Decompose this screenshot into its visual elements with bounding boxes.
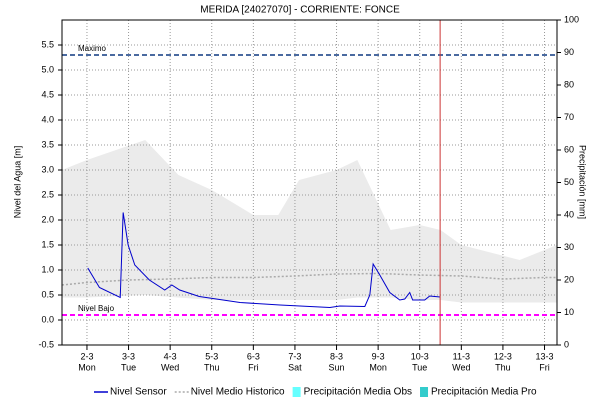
x-tick-label: 4-3 bbox=[164, 351, 177, 361]
legend-label: Precipitación Media Pro bbox=[431, 387, 537, 398]
y2-tick-label: 30 bbox=[564, 242, 574, 252]
y-tick-label: 4.5 bbox=[41, 89, 54, 99]
y2-tick-label: 40 bbox=[564, 209, 574, 219]
x-tick-label: 11-3 bbox=[453, 351, 470, 361]
y-tick-label: 1.0 bbox=[41, 264, 54, 274]
y-tick-label: 3.5 bbox=[41, 139, 54, 149]
plot-frame bbox=[61, 19, 558, 346]
x-tick-label: 12-3 bbox=[494, 351, 512, 361]
line-series bbox=[61, 272, 557, 286]
y2-tick-label: 100 bbox=[564, 14, 579, 24]
y-tick-label: 2.5 bbox=[41, 189, 54, 199]
y-tick-label: 0.5 bbox=[41, 289, 54, 299]
line-series bbox=[87, 212, 441, 309]
x-tick-weekday: Tue bbox=[412, 362, 427, 372]
y2-tick-label: 80 bbox=[564, 79, 574, 89]
x-tick-weekday: Thu bbox=[204, 362, 220, 372]
y2-tick-label: 60 bbox=[564, 144, 574, 154]
y-tick-label: 3.0 bbox=[41, 164, 54, 174]
x-tick-label: 9-3 bbox=[372, 351, 385, 361]
x-tick-label: 2-3 bbox=[80, 351, 93, 361]
x-tick-weekday: Fri bbox=[248, 362, 259, 372]
x-tick-label: 6-3 bbox=[247, 351, 260, 361]
reference-label: Nivel Bajo bbox=[78, 304, 115, 313]
legend-label: Nivel Sensor bbox=[110, 387, 167, 398]
y-tick-label: -0.5 bbox=[38, 339, 54, 349]
y2-tick-label: 10 bbox=[564, 307, 574, 317]
legend-swatch bbox=[420, 387, 429, 397]
x-tick-weekday: Mon bbox=[78, 362, 96, 372]
y2-tick-label: 0 bbox=[564, 339, 569, 349]
x-tick-label: 13-3 bbox=[536, 351, 554, 361]
y2-tick-label: 70 bbox=[564, 112, 574, 122]
x-tick-label: 3-3 bbox=[122, 351, 135, 361]
y2-tick-label: 20 bbox=[564, 274, 574, 284]
legend-label: Precipitación Media Obs bbox=[304, 387, 412, 398]
x-tick-weekday: Fri bbox=[539, 362, 550, 372]
y2-tick-label: 90 bbox=[564, 47, 574, 57]
x-tick-weekday: Tue bbox=[121, 362, 136, 372]
y-tick-label: 0.0 bbox=[41, 314, 54, 324]
y2-axis-label: Precipitación [mm] bbox=[578, 145, 588, 219]
range-band bbox=[62, 140, 557, 303]
x-tick-label: 7-3 bbox=[288, 351, 301, 361]
legend-swatch bbox=[292, 387, 301, 397]
x-tick-label: 5-3 bbox=[205, 351, 218, 361]
x-tick-weekday: Sat bbox=[288, 362, 302, 372]
x-tick-weekday: Sun bbox=[329, 362, 345, 372]
x-tick-label: 8-3 bbox=[330, 351, 343, 361]
reference-label: Maximo bbox=[78, 44, 107, 53]
legend-label: Nivel Medio Historico bbox=[191, 387, 285, 398]
x-tick-label: 10-3 bbox=[411, 351, 429, 361]
x-tick-weekday: Wed bbox=[161, 362, 179, 372]
y-tick-label: 2.0 bbox=[41, 214, 54, 224]
chart-title: MERIDA [24027070] - CORRIENTE: FONCE bbox=[200, 5, 400, 16]
y-tick-label: 1.5 bbox=[41, 239, 54, 249]
y-tick-label: 5.0 bbox=[41, 64, 54, 74]
y-tick-label: 4.0 bbox=[41, 114, 54, 124]
x-tick-weekday: Thu bbox=[495, 362, 511, 372]
x-tick-weekday: Wed bbox=[452, 362, 470, 372]
y2-tick-label: 50 bbox=[564, 177, 574, 187]
x-tick-weekday: Mon bbox=[369, 362, 387, 372]
y-axis-label: Nivel del Agua [m] bbox=[12, 146, 22, 219]
y-tick-label: 5.5 bbox=[41, 39, 54, 49]
